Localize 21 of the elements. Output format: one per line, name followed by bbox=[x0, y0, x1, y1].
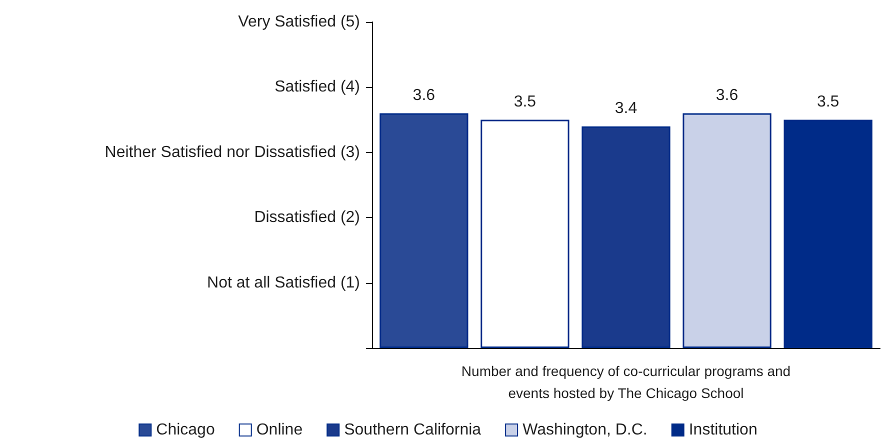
bar bbox=[582, 126, 670, 348]
y-tick-label: Satisfied (4) bbox=[274, 78, 360, 96]
data-label: 3.6 bbox=[412, 86, 436, 104]
data-label: 3.5 bbox=[816, 93, 840, 110]
legend-label: Chicago bbox=[156, 422, 215, 438]
y-tick-label: Very Satisfied (5) bbox=[238, 14, 360, 30]
y-tick-label: Neither Satisfied nor Dissatisfied (3) bbox=[104, 144, 360, 161]
legend-label: Southern California bbox=[344, 422, 482, 438]
bar bbox=[380, 113, 468, 348]
bar bbox=[480, 120, 570, 348]
x-tick-label: Number and frequency of co-curricular programs and events hosted by The Chicago School bbox=[461, 363, 791, 401]
y-tick-label: Dissatisfied (2) bbox=[254, 209, 360, 226]
data-label: 3.4 bbox=[614, 100, 638, 117]
y-tick-label: Not at all Satisfied (1) bbox=[207, 274, 360, 292]
legend-label: Institution bbox=[688, 422, 758, 438]
legend-label: Washington, D.C. bbox=[522, 422, 648, 438]
bar bbox=[682, 113, 772, 348]
bar bbox=[784, 120, 872, 348]
data-label: 3.6 bbox=[716, 86, 738, 104]
data-label: 3.5 bbox=[514, 93, 536, 110]
legend-label: Online bbox=[256, 422, 303, 438]
